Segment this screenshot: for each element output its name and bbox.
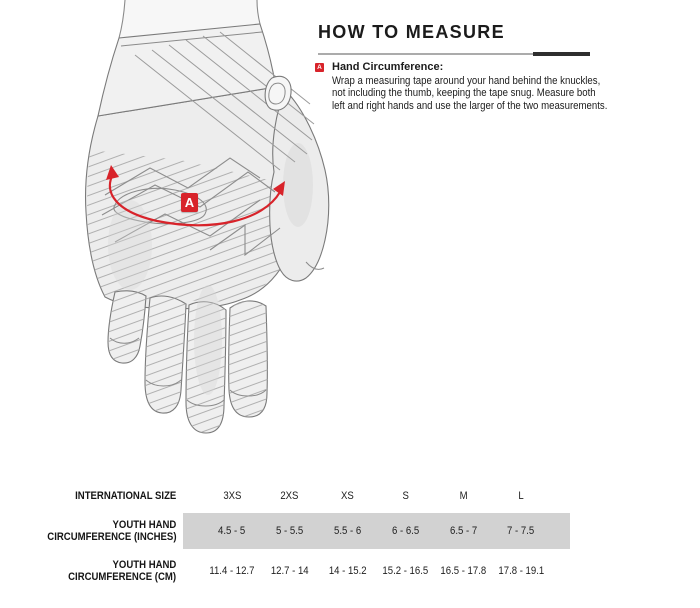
size-cell: S — [402, 490, 409, 502]
size-cell: M — [459, 490, 468, 502]
instruction-block: A Hand Circumference: Wrap a measuring t… — [315, 61, 695, 112]
size-cell: 3XS — [222, 490, 241, 502]
measure-cell: 7 - 7.5 — [507, 525, 535, 537]
row-label-line: CIRCUMFERENCE (INCHES) — [46, 531, 176, 543]
howto-section: HOW TO MEASURE — [318, 22, 690, 56]
measure-cell: 16.5 - 17.8 — [440, 565, 487, 577]
measurement-arc — [106, 165, 285, 227]
instruction-line: Wrap a measuring tape around your hand b… — [332, 75, 601, 87]
cuff-loop — [264, 75, 292, 111]
title-underline-accent — [533, 52, 590, 56]
glove-svg — [85, 0, 330, 434]
instruction-label: Hand Circumference: — [332, 61, 444, 73]
diagram-marker-a: A — [181, 193, 198, 212]
instruction-text: Wrap a measuring tape around your hand b… — [332, 75, 695, 112]
instruction-marker-a: A — [315, 63, 324, 72]
row-label-line: YOUTH HAND — [112, 518, 176, 531]
cuff-loop-inner — [268, 82, 286, 105]
glove-fingers — [107, 200, 268, 434]
glove-thumb — [269, 89, 330, 282]
table-row-international-size: INTERNATIONAL SIZE 3XS 2XS XS S M L — [0, 482, 700, 510]
size-cell: 2XS — [280, 490, 299, 502]
measure-cell: 15.2 - 16.5 — [382, 565, 429, 577]
row-values: 4.5 - 5 5 - 5.5 5.5 - 6 6 - 6.5 6.5 - 7 … — [183, 513, 570, 549]
table-row-cm: YOUTH HAND CIRCUMFERENCE (CM) 11.4 - 12.… — [0, 552, 700, 590]
row-label-line: INTERNATIONAL SIZE — [74, 489, 176, 502]
measure-cell: 6 - 6.5 — [391, 525, 419, 537]
size-cell: L — [518, 490, 524, 502]
page-title: HOW TO MEASURE — [318, 22, 505, 42]
finger-tip-seams — [109, 337, 267, 407]
measure-cell: 5 - 5.5 — [276, 525, 304, 537]
instruction-line: not including the thumb, keeping the tap… — [332, 87, 596, 100]
row-label-line: YOUTH HAND — [112, 558, 176, 571]
cuff-stripes — [134, 31, 315, 171]
row-label: YOUTH HAND CIRCUMFERENCE (INCHES) — [0, 513, 183, 549]
measure-cell: 11.4 - 12.7 — [209, 565, 255, 577]
measure-cell: 14 - 15.2 — [328, 565, 367, 577]
row-label: INTERNATIONAL SIZE — [0, 482, 183, 510]
instruction-line: left and right hands and use the larger … — [332, 99, 608, 112]
arc-arrow-left — [106, 165, 119, 180]
row-label: YOUTH HAND CIRCUMFERENCE (CM) — [0, 552, 183, 590]
table-row-inches: YOUTH HAND CIRCUMFERENCE (INCHES) 4.5 - … — [0, 513, 700, 549]
row-values: 3XS 2XS XS S M L — [183, 482, 570, 510]
measure-cell: 6.5 - 7 — [449, 525, 477, 537]
size-cell: XS — [341, 490, 354, 502]
row-label-line: CIRCUMFERENCE (CM) — [68, 571, 176, 583]
arc-arrow-right — [273, 181, 285, 196]
measure-cell: 5.5 - 6 — [333, 525, 362, 537]
measure-cell: 4.5 - 5 — [218, 525, 246, 537]
title-underline — [318, 52, 590, 56]
glove-illustration — [60, 0, 340, 475]
measure-cell: 17.8 - 19.1 — [498, 565, 544, 577]
glove-forearm — [118, 0, 261, 39]
measure-cell: 12.7 - 14 — [270, 565, 309, 577]
row-values: 11.4 - 12.7 12.7 - 14 14 - 15.2 15.2 - 1… — [183, 552, 570, 590]
